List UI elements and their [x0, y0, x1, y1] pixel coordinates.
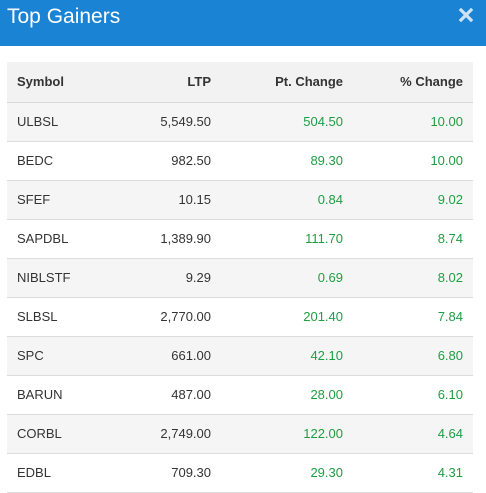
cell-pct-change: 7.84 — [343, 297, 473, 337]
cell-symbol[interactable]: SPC — [7, 336, 129, 376]
cell-pct-change: 9.02 — [343, 180, 473, 220]
cell-pct-change: 8.02 — [343, 258, 473, 298]
cell-ltp: 487.00 — [129, 375, 211, 415]
cell-pt-change: 89.30 — [211, 141, 343, 181]
cell-pt-change: 0.69 — [211, 258, 343, 298]
cell-pct-change: 10.00 — [343, 102, 473, 142]
table-row[interactable]: BEDC 982.50 89.30 10.00 — [7, 141, 473, 181]
gainers-table: Symbol LTP Pt. Change % Change ULBSL 5,54… — [7, 62, 473, 493]
modal-title: Top Gainers — [7, 5, 121, 28]
cell-pt-change: 0.84 — [211, 180, 343, 220]
cell-pct-change: 10.00 — [343, 141, 473, 181]
column-header-ltp[interactable]: LTP — [129, 62, 211, 103]
column-header-pct-change[interactable]: % Change — [343, 62, 473, 103]
cell-pt-change: 504.50 — [211, 102, 343, 142]
table-row[interactable]: SLBSL 2,770.00 201.40 7.84 — [7, 297, 473, 337]
close-icon[interactable] — [458, 7, 474, 23]
cell-pt-change: 42.10 — [211, 336, 343, 376]
cell-pct-change: 4.64 — [343, 414, 473, 454]
table-row[interactable]: SPC 661.00 42.10 6.80 — [7, 336, 473, 376]
table-row[interactable]: ULBSL 5,549.50 504.50 10.00 — [7, 102, 473, 142]
cell-pct-change: 6.80 — [343, 336, 473, 376]
cell-ltp: 1,389.90 — [129, 219, 211, 259]
table-row[interactable]: NIBLSTF 9.29 0.69 8.02 — [7, 258, 473, 298]
cell-pt-change: 28.00 — [211, 375, 343, 415]
cell-ltp: 9.29 — [129, 258, 211, 298]
cell-ltp: 10.15 — [129, 180, 211, 220]
cell-ltp: 5,549.50 — [129, 102, 211, 142]
cell-ltp: 661.00 — [129, 336, 211, 376]
cell-symbol[interactable]: EDBL — [7, 453, 129, 493]
cell-symbol[interactable]: SAPDBL — [7, 219, 129, 259]
cell-ltp: 2,770.00 — [129, 297, 211, 337]
cell-pct-change: 8.74 — [343, 219, 473, 259]
cell-pct-change: 4.31 — [343, 453, 473, 493]
table-row[interactable]: SFEF 10.15 0.84 9.02 — [7, 180, 473, 220]
cell-pt-change: 201.40 — [211, 297, 343, 337]
cell-pt-change: 29.30 — [211, 453, 343, 493]
cell-ltp: 982.50 — [129, 141, 211, 181]
cell-symbol[interactable]: SLBSL — [7, 297, 129, 337]
cell-symbol[interactable]: NIBLSTF — [7, 258, 129, 298]
cell-pct-change: 6.10 — [343, 375, 473, 415]
cell-symbol[interactable]: CORBL — [7, 414, 129, 454]
table-row[interactable]: BARUN 487.00 28.00 6.10 — [7, 375, 473, 415]
cell-pt-change: 122.00 — [211, 414, 343, 454]
modal-header: Top Gainers — [0, 0, 486, 46]
cell-symbol[interactable]: ULBSL — [7, 102, 129, 142]
table-header-row: Symbol LTP Pt. Change % Change — [7, 62, 473, 103]
table-row[interactable]: EDBL 709.30 29.30 4.31 — [7, 453, 473, 493]
table-row[interactable]: CORBL 2,749.00 122.00 4.64 — [7, 414, 473, 454]
cell-symbol[interactable]: BEDC — [7, 141, 129, 181]
column-header-symbol[interactable]: Symbol — [7, 62, 129, 103]
cell-symbol[interactable]: BARUN — [7, 375, 129, 415]
cell-ltp: 709.30 — [129, 453, 211, 493]
cell-symbol[interactable]: SFEF — [7, 180, 129, 220]
gainers-table-panel: Symbol LTP Pt. Change % Change ULBSL 5,54… — [7, 62, 473, 493]
table-row[interactable]: SAPDBL 1,389.90 111.70 8.74 — [7, 219, 473, 259]
cell-ltp: 2,749.00 — [129, 414, 211, 454]
cell-pt-change: 111.70 — [211, 219, 343, 259]
column-header-pt-change[interactable]: Pt. Change — [211, 62, 343, 103]
